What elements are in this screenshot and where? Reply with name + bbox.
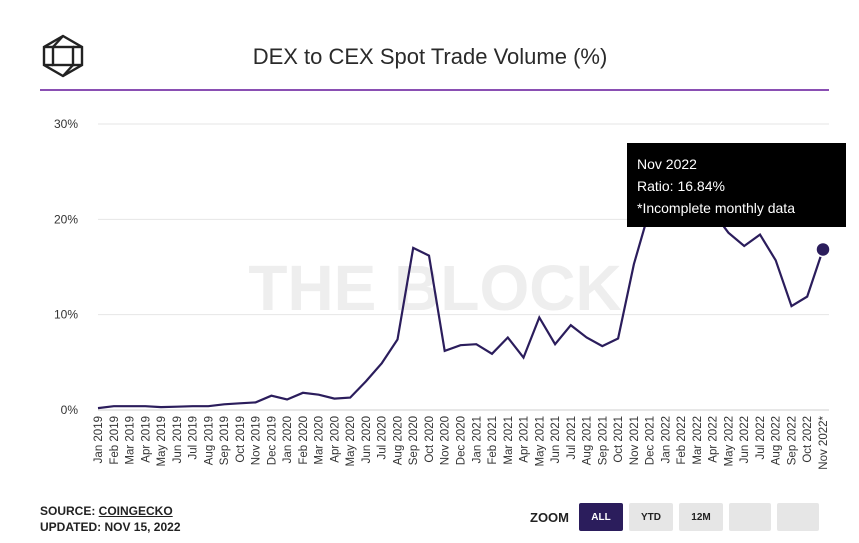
x-tick-label: Feb 2020 <box>298 416 310 465</box>
chart-title: DEX to CEX Spot Trade Volume (%) <box>252 44 608 69</box>
data-tooltip: Nov 2022 Ratio: 16.84% *Incomplete month… <box>627 143 846 227</box>
x-tick-label: Feb 2021 <box>487 416 499 465</box>
x-tick-label: Nov 2022* <box>818 415 830 469</box>
y-tick-label: 0% <box>61 403 79 417</box>
x-tick-label: Dec 2020 <box>456 416 468 465</box>
x-tick-label: Sep 2022 <box>786 416 798 465</box>
y-tick-label: 10% <box>54 308 78 322</box>
zoom-ytd-button[interactable]: YTD <box>629 503 673 531</box>
x-tick-label: Feb 2019 <box>109 416 121 465</box>
x-tick-label: Jun 2021 <box>550 416 562 463</box>
x-tick-label: Jun 2022 <box>739 416 751 463</box>
x-tick-label: Jan 2022 <box>660 416 672 463</box>
x-tick-label: Oct 2021 <box>613 416 625 463</box>
x-axis-ticks: Jan 2019 Feb 2019 Mar 2019 Apr 2019 May 2019… <box>93 415 830 469</box>
tooltip-note: *Incomplete monthly data <box>637 200 795 216</box>
gridlines <box>98 123 829 411</box>
zoom-blank-button-2[interactable] <box>777 503 819 531</box>
x-tick-label: Jul 2019 <box>188 416 200 459</box>
zoom-label: ZOOM <box>530 509 569 525</box>
line-chart: THE BLOCK 0%10%20%30% Jan 2019 Feb 2019 Ma… <box>54 117 831 470</box>
x-tick-label: Aug 2021 <box>582 416 594 465</box>
x-tick-label: Jun 2020 <box>361 416 373 463</box>
title-divider <box>40 89 829 91</box>
the-block-logo-icon <box>42 34 84 78</box>
zoom-blank-button-1[interactable] <box>729 503 771 531</box>
x-tick-label: Mar 2019 <box>125 416 137 465</box>
x-tick-label: Sep 2020 <box>408 416 420 465</box>
x-tick-label: Dec 2019 <box>266 416 278 465</box>
x-tick-label: Jul 2022 <box>755 416 767 459</box>
x-tick-label: Nov 2020 <box>440 416 452 465</box>
x-tick-label: Oct 2019 <box>235 416 247 463</box>
x-tick-label: Oct 2020 <box>424 416 436 463</box>
x-tick-label: Nov 2019 <box>251 416 263 465</box>
zoom-12m-button[interactable]: 12M <box>679 503 723 531</box>
x-tick-label: Sep 2021 <box>597 416 609 465</box>
x-tick-label: Apr 2022 <box>708 416 720 463</box>
y-tick-label: 30% <box>54 117 78 131</box>
x-tick-label: Jan 2019 <box>93 416 105 463</box>
x-tick-label: Jan 2021 <box>471 416 483 463</box>
source-prefix: SOURCE: <box>40 504 99 518</box>
zoom-controls: ZOOM ALL YTD 12M <box>530 503 825 531</box>
x-tick-label: Apr 2020 <box>329 416 341 463</box>
x-tick-label: Mar 2021 <box>503 416 515 465</box>
x-tick-label: Jul 2021 <box>566 416 578 459</box>
x-tick-label: Dec 2021 <box>645 416 657 465</box>
y-axis-ticks: 0% 10% 20% 30% <box>54 117 78 417</box>
x-tick-label: Mar 2022 <box>692 416 704 465</box>
source-link[interactable]: COINGECKO <box>98 504 173 518</box>
x-tick-label: May 2021 <box>534 416 546 467</box>
x-tick-label: Aug 2019 <box>203 416 215 465</box>
y-tick-label: 20% <box>54 212 78 226</box>
x-tick-label: Oct 2022 <box>802 416 814 463</box>
x-tick-label: May 2022 <box>723 416 735 467</box>
x-tick-label: Aug 2022 <box>771 416 783 465</box>
x-tick-label: Jul 2020 <box>377 416 389 459</box>
x-tick-label: Apr 2021 <box>519 416 531 463</box>
x-tick-label: May 2019 <box>156 416 168 467</box>
x-tick-label: Jun 2019 <box>172 416 184 463</box>
source-info: SOURCE: COINGECKO UPDATED: NOV 15, 2022 <box>40 503 181 535</box>
x-tick-label: Aug 2020 <box>392 416 404 465</box>
x-tick-label: Mar 2020 <box>314 416 326 465</box>
updated-date: UPDATED: NOV 15, 2022 <box>40 520 181 534</box>
tooltip-date: Nov 2022 <box>637 156 697 172</box>
x-tick-label: Sep 2019 <box>219 416 231 465</box>
tooltip-ratio: Ratio: 16.84% <box>637 178 725 194</box>
x-tick-label: Jan 2020 <box>282 416 294 463</box>
zoom-all-button[interactable]: ALL <box>579 503 623 531</box>
x-tick-label: Nov 2021 <box>629 416 641 465</box>
highlighted-data-point[interactable] <box>815 241 831 258</box>
x-tick-label: Apr 2019 <box>140 416 152 463</box>
x-tick-label: May 2020 <box>345 416 357 467</box>
x-tick-label: Feb 2022 <box>676 416 688 465</box>
